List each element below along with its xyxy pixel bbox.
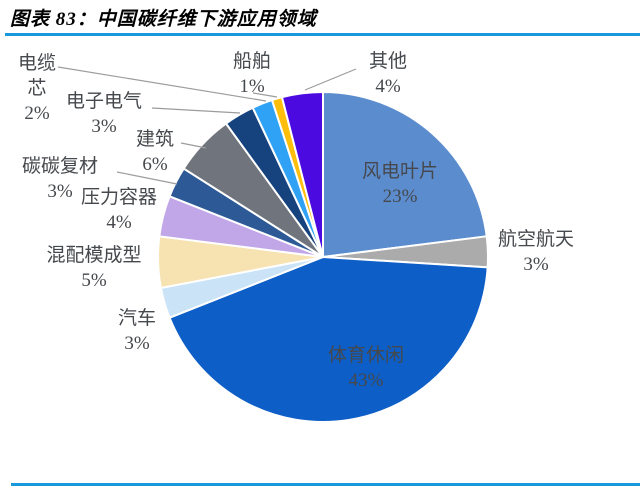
leader-line-建筑	[180, 142, 207, 149]
pie-label-pct: 2%	[24, 103, 50, 124]
pie-slice-体育休闲	[168, 256, 489, 423]
pie-label-pct: 43%	[348, 370, 384, 391]
pie-label-automotive: 汽车 3%	[101, 306, 173, 356]
pie-label-pct: 3%	[47, 181, 73, 202]
pie-label-pct: 4%	[375, 76, 401, 97]
pie-label-text: 汽车	[117, 308, 156, 329]
pie-label-text: 船舶	[232, 51, 271, 72]
top-rule	[5, 33, 640, 36]
pie-label-text: 风电叶片	[361, 161, 438, 182]
pie-slice-其他	[280, 91, 324, 258]
figure-title: 图表 83：中国碳纤维下游应用领域	[10, 9, 317, 30]
pie-label-text: 碳碳复材	[21, 156, 98, 177]
pie-label-pct: 4%	[106, 212, 132, 233]
pie-label-text: 电子电气	[65, 91, 142, 112]
pie-label-pressure-vessel: 压力容器 4%	[69, 185, 169, 235]
pie-label-pct: 23%	[382, 186, 418, 207]
pie-label-electronics: 电子电气 3%	[52, 89, 156, 139]
pie-label-text: 建筑	[135, 129, 174, 150]
leader-line-其他	[304, 68, 357, 91]
leader-line-船舶	[252, 92, 278, 98]
pie-label-cable-core: 电缆芯 2%	[13, 51, 61, 126]
pie-label-text: 混配模成型	[46, 245, 142, 266]
pie-label-pct: 3%	[91, 116, 117, 137]
pie-label-text: 其他	[368, 51, 407, 72]
pie-label-pct: 1%	[239, 76, 265, 97]
leader-line-碳碳复材	[116, 171, 178, 185]
pie-label-text: 体育休闲	[327, 345, 404, 366]
pie-label-other: 其他 4%	[354, 49, 422, 99]
pie-label-wind-blades: 风电叶片 23%	[348, 159, 452, 209]
pie-label-construction: 建筑 6%	[118, 127, 192, 177]
pie-label-text: 航空航天	[497, 229, 574, 250]
pie-label-text: 电缆芯	[17, 53, 56, 99]
pie-label-compound-molding: 混配模成型 5%	[29, 243, 159, 293]
bottom-rule	[11, 483, 640, 486]
pie-label-sports-leisure: 体育休闲 43%	[314, 343, 418, 393]
pie-label-pct: 6%	[142, 154, 168, 175]
pie-label-aerospace: 航空航天 3%	[488, 227, 584, 277]
pie-label-carbon-carbon: 碳碳复材 3%	[5, 154, 115, 204]
pie-label-text: 压力容器	[80, 187, 157, 208]
pie-label-pct: 3%	[124, 333, 150, 354]
pie-label-pct: 3%	[523, 254, 549, 275]
leader-line-电缆芯	[57, 66, 267, 102]
leader-line-电子电气	[151, 107, 241, 114]
pie-slice-风电叶片	[322, 91, 488, 258]
pie-label-pct: 5%	[81, 270, 107, 291]
pie-label-ships: 船舶 1%	[218, 49, 286, 99]
